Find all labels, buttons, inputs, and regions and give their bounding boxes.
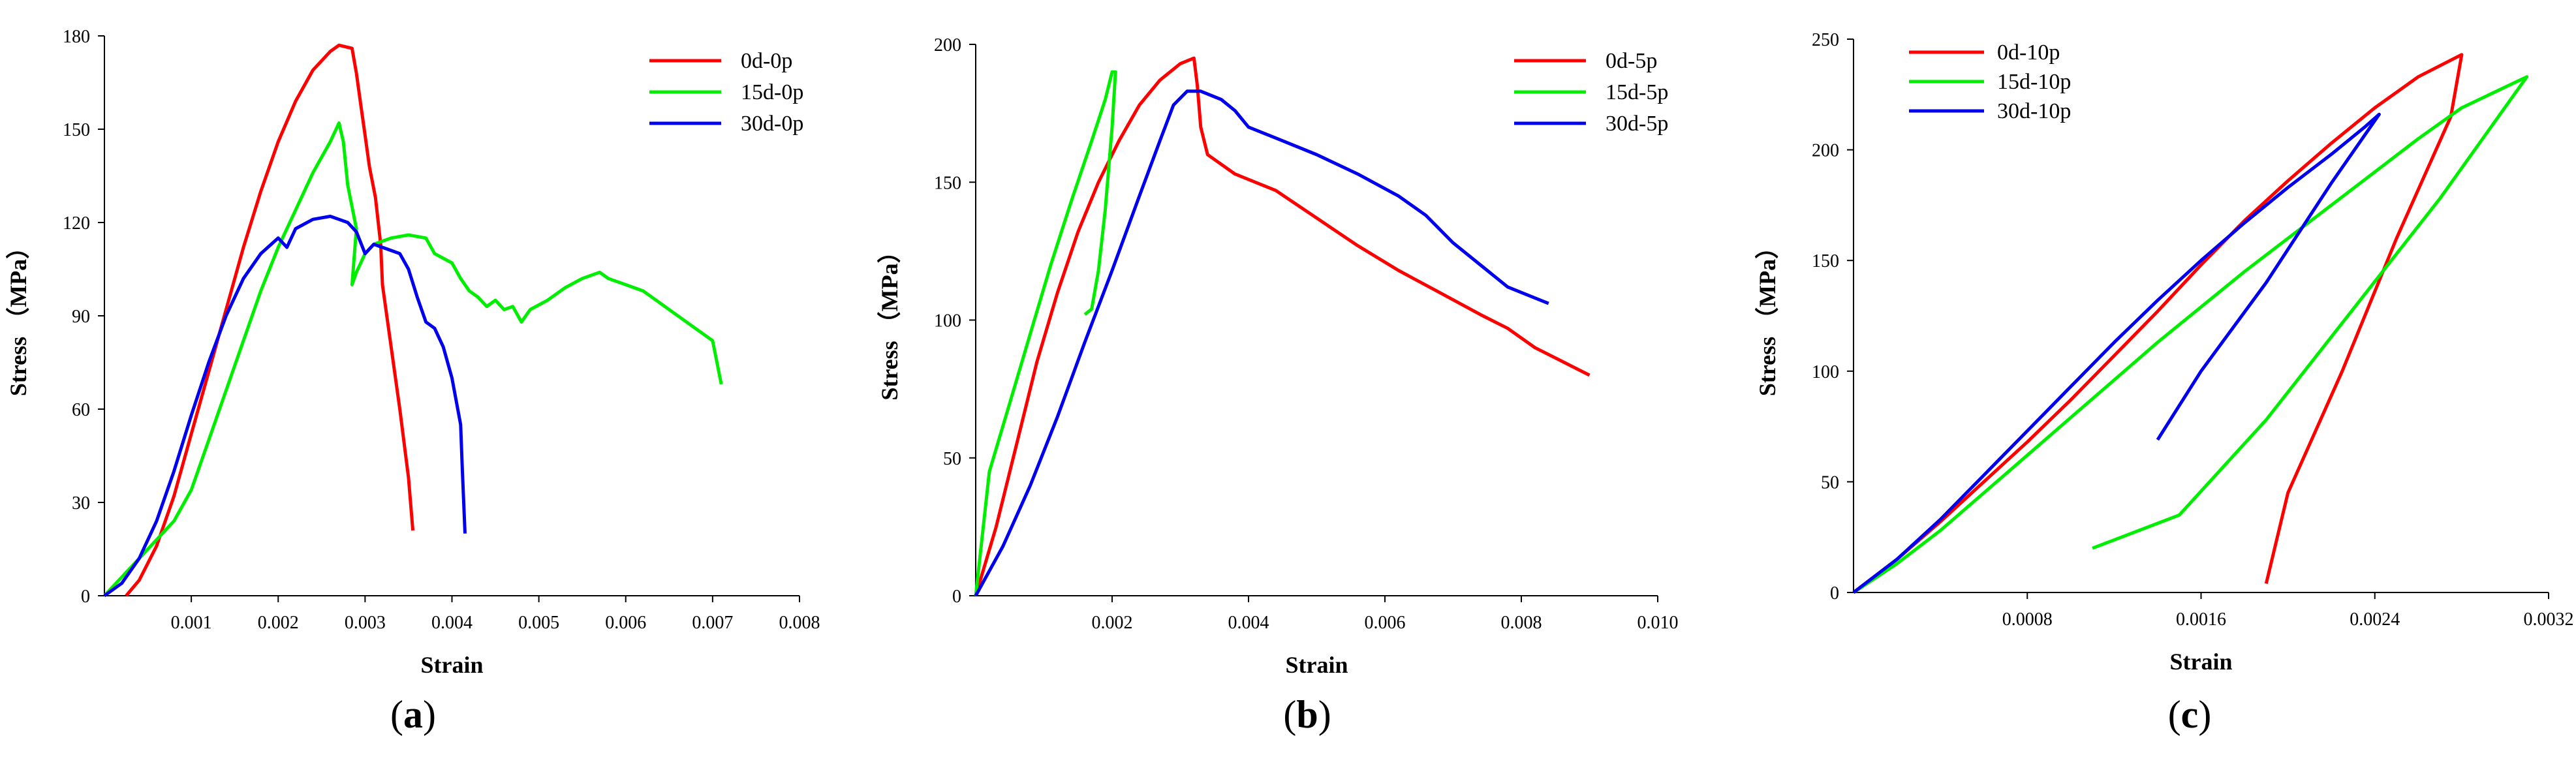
legend-label: 30d-0p [741,112,803,136]
legend-label: 15d-10p [1997,70,2071,94]
x-tick-label: 0.007 [692,613,733,633]
series-line-0d-10p [1852,53,2464,594]
x-axis-title: Strain [420,652,483,678]
legend-label: 0d-10p [1997,40,2060,65]
x-tick-label: 0.004 [1228,613,1269,633]
y-tick-label: 250 [1812,30,1839,50]
panel-b: 0.002 0.004 0.006 0.008 0.010 0 50 100 150 200 Str… [877,35,1679,736]
x-tick-label: 0.010 [1637,613,1679,633]
panel-a: 0.001 0.002 0.003 0.004 0.005 0.006 0.007 0.008… [5,27,820,736]
legend-label: 15d-5p [1606,80,1668,104]
legend-label: 15d-0p [741,80,803,104]
panel-c: 0.0008 0.0016 0.0024 0.0032 0 50 100 150 200 250 S… [1754,30,2574,736]
y-tick-label: 150 [1812,251,1839,271]
x-tick-label: 0.005 [518,613,559,633]
y-tick-label: 90 [72,307,90,327]
x-tick-label: 0.002 [258,613,299,633]
x-tick-label: 0.006 [1365,613,1406,633]
y-tick-label: 0 [1830,583,1839,604]
y-tick-label: 150 [63,120,90,140]
y-tick-label: 50 [1821,472,1839,493]
x-axis-title: Strain [1285,652,1348,678]
y-tick-label: 100 [1812,362,1839,382]
series-line-30d-0p [103,215,467,598]
series-line-30d-10p [1852,112,2381,594]
series-line-15d-10p [1852,75,2529,594]
series-line-15d-0p [103,121,723,597]
x-axis-title: Strain [2169,649,2232,675]
x-tick-label: 0.008 [1501,613,1542,633]
y-tick-label: 150 [934,173,961,193]
panel-label: (c) [2168,693,2212,736]
panel-label: (b) [1283,693,1331,736]
series-line-0d-0p [125,43,415,597]
series-line-0d-5p [974,56,1591,596]
legend-label: 0d-5p [1606,49,1657,73]
series-line-15d-5p [974,70,1117,596]
x-tick-label: 0.003 [345,613,386,633]
x-tick-label: 0.0008 [2002,609,2053,630]
y-tick-label: 0 [81,587,90,607]
legend-label: 30d-5p [1606,112,1668,136]
y-axis-title: Stress （MPa） [5,236,31,396]
x-tick-label: 0.0032 [2524,609,2574,630]
legend-label: 30d-10p [1997,99,2071,123]
y-tick-label: 120 [63,213,90,234]
y-tick-label: 180 [63,27,90,47]
y-tick-label: 30 [72,493,90,514]
x-tick-label: 0.0024 [2350,609,2400,630]
y-tick-label: 200 [1812,141,1839,161]
y-tick-label: 0 [952,587,961,607]
y-tick-label: 200 [934,35,961,55]
y-tick-label: 50 [943,449,961,469]
y-tick-label: 100 [934,311,961,331]
y-axis-title: Stress （MPa） [877,239,903,400]
x-tick-label: 0.006 [605,613,646,633]
x-tick-label: 0.002 [1092,613,1133,633]
legend-label: 0d-0p [741,49,792,73]
y-axis-title: Stress （MPa） [1754,236,1780,396]
series-line-30d-5p [974,89,1549,597]
x-tick-label: 0.004 [431,613,473,633]
panel-label: (a) [390,693,436,736]
y-tick-label: 60 [72,400,90,420]
x-tick-label: 0.001 [171,613,212,633]
x-tick-label: 0.008 [779,613,820,633]
x-tick-label: 0.0016 [2176,609,2226,630]
